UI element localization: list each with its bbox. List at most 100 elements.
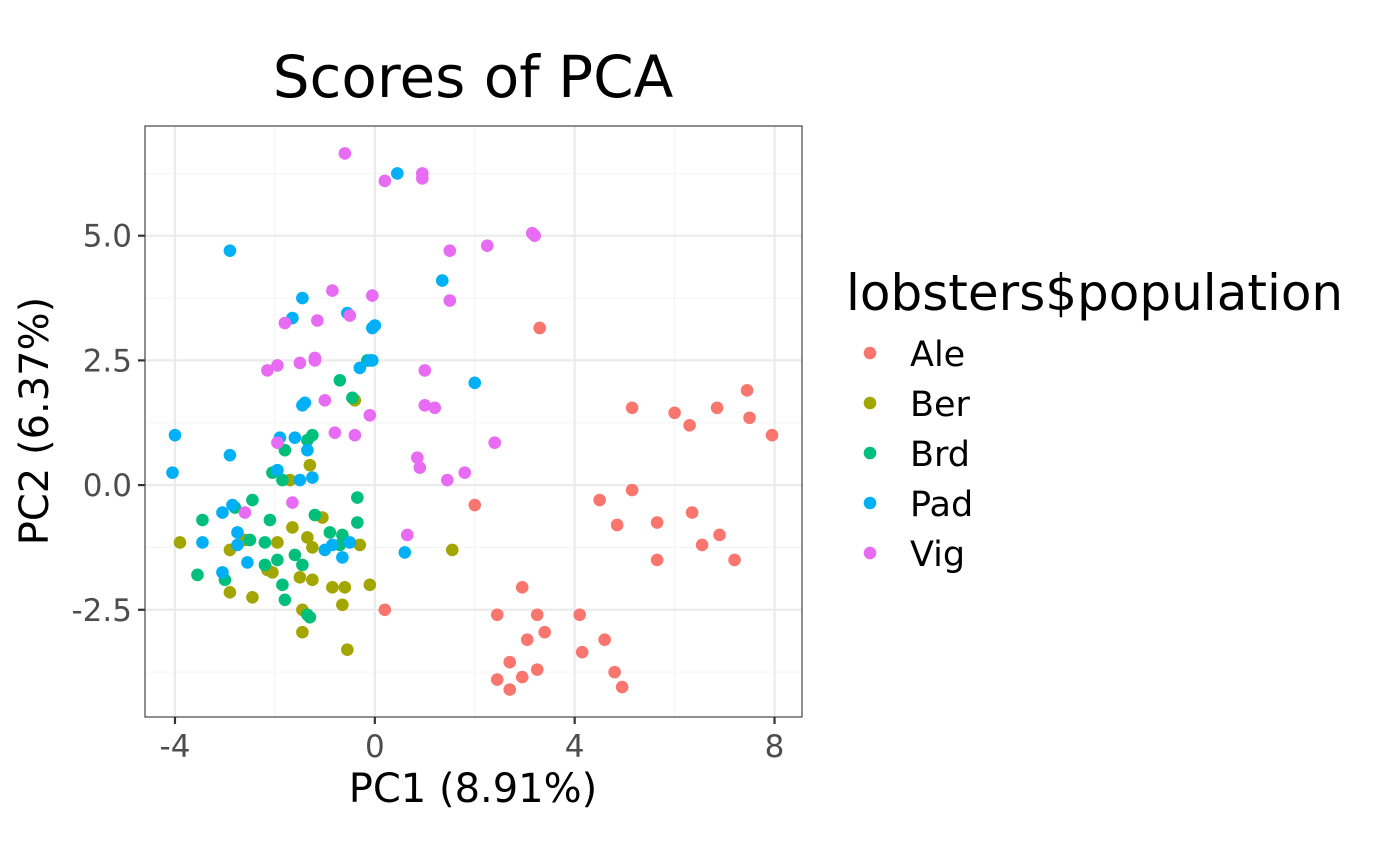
data-point-vig bbox=[480, 239, 494, 252]
major-gridlines bbox=[145, 126, 802, 717]
data-point-ale bbox=[625, 401, 639, 415]
legend-key-vig bbox=[863, 546, 877, 560]
data-point-ber bbox=[293, 571, 307, 584]
x-tick-label: 4 bbox=[565, 729, 585, 765]
data-point-vig bbox=[363, 408, 377, 422]
data-point-ber bbox=[341, 643, 354, 656]
data-point-ber bbox=[301, 531, 314, 544]
data-point-ale bbox=[575, 645, 589, 659]
legend-key-ber bbox=[863, 396, 877, 410]
data-point-pad bbox=[435, 274, 449, 287]
data-points bbox=[166, 147, 779, 696]
data-point-vig bbox=[366, 289, 379, 302]
data-point-brd bbox=[333, 374, 347, 387]
legend-key-brd bbox=[863, 446, 877, 460]
data-point-ale bbox=[490, 673, 504, 686]
data-point-ber bbox=[338, 581, 352, 594]
data-point-ber bbox=[336, 598, 349, 612]
data-point-ber bbox=[445, 543, 459, 557]
data-point-brd bbox=[263, 513, 277, 527]
data-point-ale bbox=[610, 518, 624, 532]
data-point-vig bbox=[271, 436, 284, 449]
data-point-ale bbox=[685, 506, 699, 519]
data-point-ale bbox=[615, 680, 629, 694]
legend-title: lobsters$population bbox=[846, 264, 1343, 322]
plot-panel bbox=[144, 125, 803, 718]
data-point-ale bbox=[728, 553, 741, 567]
data-point-pad bbox=[231, 538, 244, 552]
legend-key-pad bbox=[863, 496, 877, 510]
legend: lobsters$population Ale Ber Brd Pad Vig bbox=[846, 264, 1343, 575]
x-axis-title: PC1 (8.91%) bbox=[349, 766, 598, 812]
data-point-brd bbox=[276, 473, 289, 487]
data-point-pad bbox=[398, 546, 412, 559]
panel-border bbox=[144, 125, 803, 718]
data-point-pad bbox=[168, 428, 182, 442]
data-point-pad bbox=[166, 466, 179, 479]
data-point-vig bbox=[348, 428, 362, 442]
data-point-vig bbox=[410, 451, 424, 464]
data-point-ale bbox=[713, 528, 726, 542]
data-point-ale bbox=[515, 581, 529, 594]
data-point-ale bbox=[710, 401, 724, 415]
data-point-ale bbox=[695, 538, 709, 552]
data-point-brd bbox=[196, 513, 209, 527]
data-point-pad bbox=[216, 566, 229, 579]
data-point-vig bbox=[261, 364, 274, 377]
data-point-pad bbox=[353, 361, 367, 375]
data-point-vig bbox=[413, 461, 427, 474]
data-point-brd bbox=[191, 568, 204, 582]
data-point-vig bbox=[528, 229, 542, 243]
data-point-brd bbox=[276, 578, 289, 592]
data-point-vig bbox=[443, 244, 457, 257]
data-point-pad bbox=[293, 473, 307, 487]
data-point-ale bbox=[503, 655, 517, 669]
data-point-ber bbox=[271, 536, 284, 549]
data-point-ber bbox=[326, 581, 339, 594]
data-point-pad bbox=[343, 536, 357, 549]
data-point-pad bbox=[306, 471, 319, 484]
data-point-pad bbox=[368, 319, 382, 332]
data-point-pad bbox=[226, 498, 239, 512]
y-tick-label: -2.5 bbox=[72, 593, 133, 629]
data-point-ber bbox=[246, 591, 259, 604]
data-point-ale bbox=[683, 418, 696, 432]
y-axis-title: PC2 (6.37%) bbox=[12, 297, 58, 546]
data-point-pad bbox=[223, 244, 237, 257]
panel-background bbox=[145, 126, 802, 717]
data-point-pad bbox=[296, 291, 309, 305]
data-point-ale bbox=[668, 406, 681, 420]
data-point-ber bbox=[353, 538, 367, 552]
data-point-ale bbox=[625, 483, 639, 497]
data-point-ale bbox=[598, 633, 611, 646]
data-point-vig bbox=[338, 147, 352, 160]
data-point-brd bbox=[246, 493, 259, 507]
data-point-vig bbox=[328, 426, 342, 440]
data-point-ale bbox=[573, 608, 586, 622]
legend-key-ale bbox=[863, 346, 877, 360]
data-point-brd bbox=[288, 548, 302, 562]
data-point-ber bbox=[303, 458, 317, 472]
chart-title: Scores of PCA bbox=[273, 43, 674, 111]
y-tick-label: 2.5 bbox=[83, 343, 132, 379]
data-point-ale bbox=[530, 608, 544, 622]
data-point-vig bbox=[271, 359, 284, 372]
minor-gridlines bbox=[145, 126, 802, 717]
data-point-vig bbox=[488, 436, 502, 449]
data-point-ale bbox=[378, 603, 392, 617]
data-point-vig bbox=[418, 398, 432, 412]
data-point-vig bbox=[440, 473, 454, 487]
data-point-vig bbox=[311, 314, 324, 327]
data-point-vig bbox=[278, 316, 292, 330]
data-point-ale bbox=[740, 384, 754, 397]
data-point-ber bbox=[363, 578, 377, 592]
x-tick-label: -4 bbox=[160, 729, 191, 765]
data-point-brd bbox=[258, 536, 272, 549]
data-point-ber bbox=[306, 573, 319, 587]
data-point-brd bbox=[308, 508, 322, 522]
data-point-pad bbox=[196, 536, 209, 549]
data-point-ale bbox=[533, 321, 546, 335]
data-point-ale bbox=[743, 411, 756, 425]
data-point-vig bbox=[401, 528, 414, 542]
